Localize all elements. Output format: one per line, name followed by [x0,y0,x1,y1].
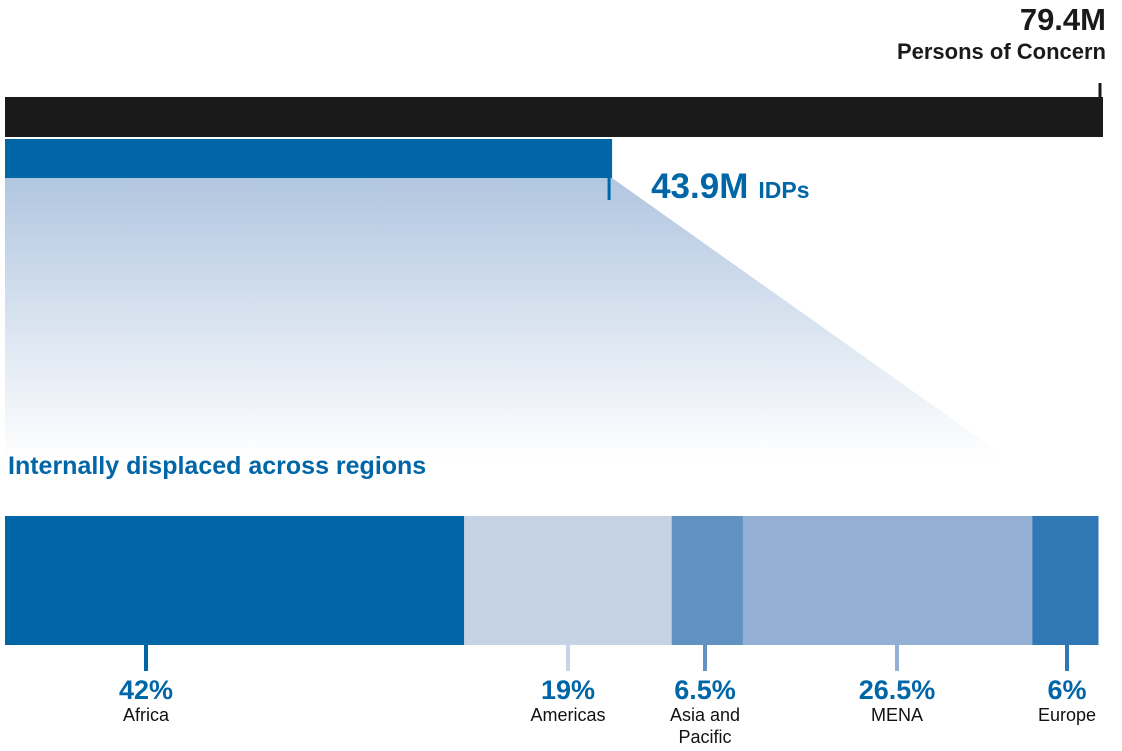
region-name: Africa [122,705,169,725]
region-label: 19% Americas [513,676,623,726]
stacked-segment [464,516,673,645]
region-label: 26.5% MENA [842,676,952,726]
stacked-segment [742,516,1033,645]
region-name: Americas [530,705,606,725]
bar [5,97,1103,137]
category-label: Persons of Concern [896,39,1106,64]
region-label: 6.5% Asia and Pacific [650,676,760,748]
stacked-segment [5,516,465,645]
segment-tick [566,645,570,671]
region-value: 26.5% [858,675,936,705]
region-value: 6% [1047,675,1087,705]
bar-tick [1098,83,1102,97]
segment-tick [895,645,899,671]
bar [5,139,613,178]
segment-tick [703,645,707,671]
regions-title: Internally displaced across regions [8,452,427,480]
region-label: 42% Africa [91,676,201,726]
region-label: 6% Europe [1012,676,1122,726]
value-label-group: 43.9M IDPs [651,167,809,207]
stacked-segment [1032,516,1099,645]
stacked-segment [671,516,744,645]
segment-tick [1065,645,1069,671]
region-name: Asia and Pacific [669,705,741,747]
region-value: 19% [540,675,596,705]
bar-tick [607,178,611,200]
value-label-group: 79.4M Persons of Concern [897,2,1106,66]
region-name: Europe [1037,705,1097,725]
category-label: IDPs [758,177,810,203]
region-name: MENA [870,705,923,725]
zoom-fan [5,178,1010,460]
segment-tick [144,645,148,671]
region-value: 6.5% [674,675,736,705]
value-label: 43.9M [651,167,749,206]
value-label: 79.4M [1019,2,1106,37]
region-value: 42% [118,675,174,705]
